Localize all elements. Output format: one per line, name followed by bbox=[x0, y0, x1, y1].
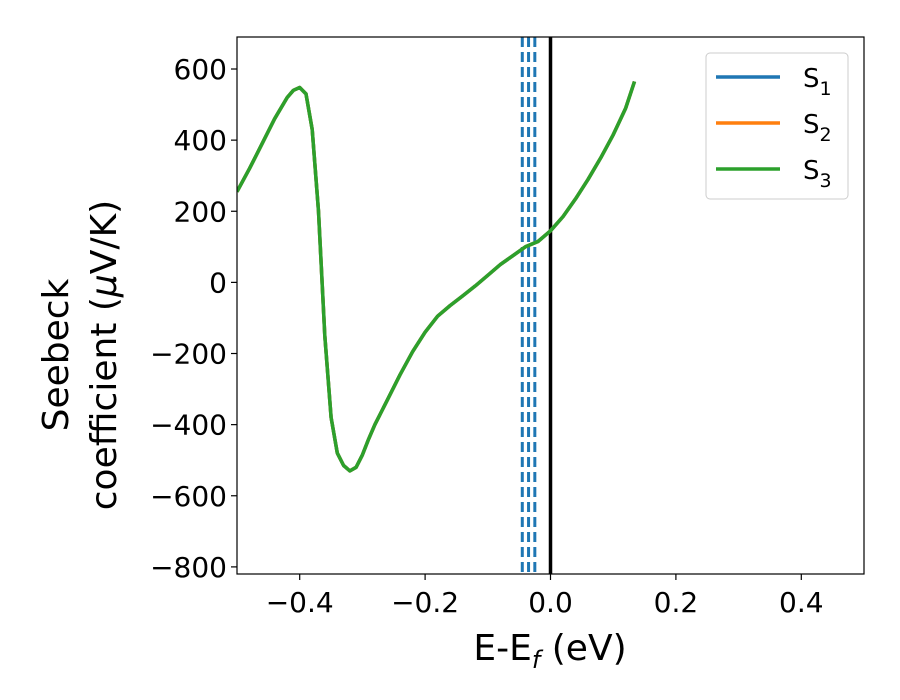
y-tick-label: −400 bbox=[150, 409, 227, 442]
legend: S1 S2 S3 bbox=[705, 52, 849, 200]
x-axis-title: E-Ef (eV) bbox=[473, 628, 626, 674]
x-tick-label: 0.4 bbox=[779, 586, 824, 619]
y-axis-title-line2: coefficient (μV/K) bbox=[84, 200, 125, 510]
x-tick-label: −0.2 bbox=[391, 586, 459, 619]
plot-area bbox=[237, 37, 637, 574]
y-tick-label: −200 bbox=[150, 338, 227, 371]
x-tick-label: −0.4 bbox=[266, 586, 334, 619]
y-tick-label: 200 bbox=[174, 195, 227, 228]
legend-box bbox=[705, 52, 849, 200]
legend-label-s1: S1 bbox=[803, 64, 832, 100]
y-tick-label: 0 bbox=[209, 266, 227, 299]
series-line-s2 bbox=[237, 80, 637, 473]
y-axis-title-line1: Seebeck bbox=[36, 278, 77, 431]
series-line-s3 bbox=[237, 80, 637, 473]
y-tick-label: 600 bbox=[174, 53, 227, 86]
y-axis-title: Seebeck coefficient (μV/K) bbox=[36, 200, 125, 510]
series-line-s1 bbox=[237, 80, 637, 473]
x-tick-label: 0.2 bbox=[654, 586, 699, 619]
legend-label-s3: S3 bbox=[803, 156, 832, 192]
legend-label-s2: S2 bbox=[803, 110, 832, 146]
y-tick-label: −800 bbox=[150, 551, 227, 584]
x-tick-label: 0.0 bbox=[528, 586, 573, 619]
axis-ticks: −0.4 −0.2 0.0 0.2 0.4 600 400 200 0 −200 −400 −600 −… bbox=[150, 53, 823, 619]
y-tick-label: −600 bbox=[150, 480, 227, 513]
y-tick-label: 400 bbox=[174, 124, 227, 157]
